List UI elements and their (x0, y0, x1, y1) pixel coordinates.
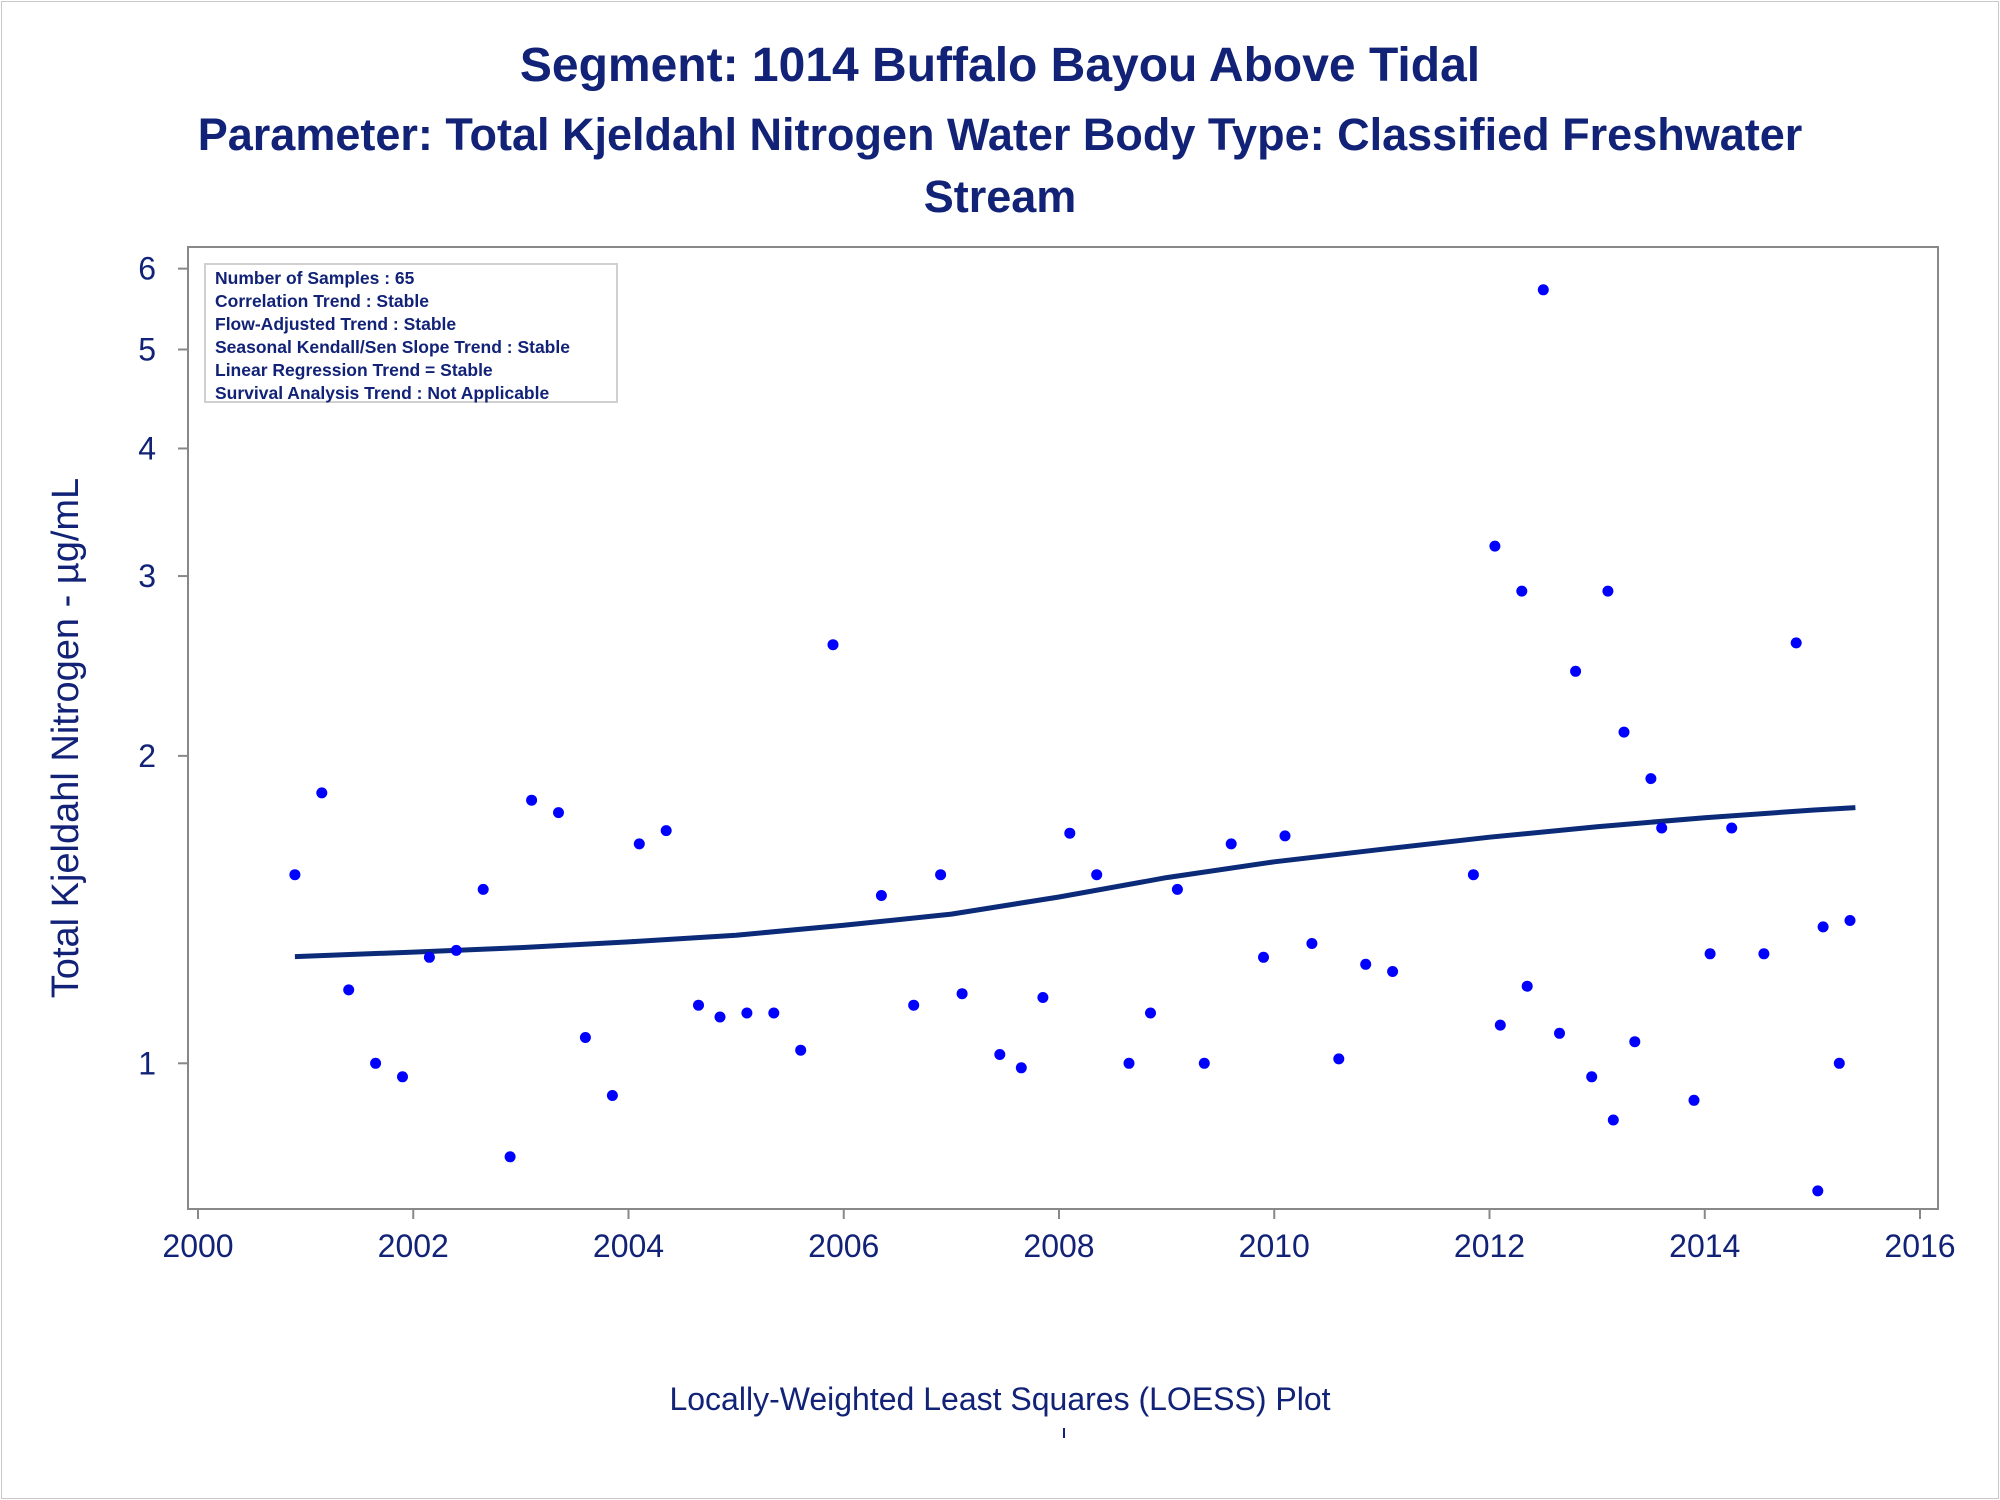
data-point (1629, 1036, 1641, 1048)
x-tick-label-2000: 2000 (162, 1228, 233, 1264)
x-tick-label-2006: 2006 (808, 1228, 879, 1264)
data-point (1258, 951, 1269, 963)
data-point (1817, 921, 1829, 933)
data-point (994, 1049, 1006, 1060)
x-tick-label-2016: 2016 (1884, 1228, 1955, 1264)
data-point (1489, 540, 1501, 552)
data-point (935, 869, 947, 881)
data-point (768, 1007, 780, 1019)
stats-survival-analysis-trend: Survival Analysis Trend : Not Applicable (215, 383, 550, 403)
data-point (526, 794, 538, 806)
x-tick-label-2012: 2012 (1454, 1228, 1525, 1264)
x-tick-label-2010: 2010 (1239, 1228, 1310, 1264)
plot-border (187, 246, 1939, 1210)
data-point (1833, 1057, 1845, 1069)
data-point (316, 787, 328, 799)
data-point (1618, 726, 1630, 738)
data-point (450, 944, 462, 956)
data-point (1171, 883, 1183, 895)
data-point (1360, 958, 1372, 970)
data-point (1306, 938, 1318, 949)
y-tick-label-6: 6 (138, 251, 156, 287)
data-point (795, 1044, 807, 1056)
stats-flow-adjusted-trend: Flow-Adjusted Trend : Stable (215, 314, 457, 334)
data-point (1844, 915, 1856, 926)
y-tick-label-2: 2 (138, 738, 156, 774)
stats-correlation-trend: Correlation Trend : Stable (215, 291, 429, 311)
data-point (1812, 1185, 1824, 1197)
x-tick-label-2004: 2004 (593, 1228, 664, 1264)
data-point (397, 1071, 408, 1083)
footnote-mark (1063, 1428, 1065, 1438)
data-point (1570, 665, 1582, 677)
y-tick-label-1: 1 (138, 1045, 156, 1081)
data-point (1198, 1057, 1210, 1069)
data-point (741, 1007, 753, 1019)
data-point (1091, 869, 1103, 881)
data-point (1015, 1062, 1027, 1074)
data-point (1521, 980, 1533, 992)
data-point (1645, 773, 1657, 785)
data-point (289, 869, 301, 881)
data-point (1607, 1114, 1619, 1126)
y-tick-label-3: 3 (138, 558, 156, 594)
data-point (1145, 1007, 1156, 1019)
chart-footnote: Locally-Weighted Least Squares (LOESS) P… (669, 1381, 1331, 1417)
data-point (370, 1057, 382, 1069)
data-point (1602, 585, 1614, 597)
stats-seasonal-kendall-trend: Seasonal Kendall/Sen Slope Trend : Stabl… (215, 337, 570, 357)
data-point (1064, 827, 1076, 839)
data-point (553, 807, 564, 819)
data-point (1656, 822, 1668, 834)
data-point (1467, 869, 1479, 881)
data-point (1387, 966, 1399, 977)
data-point (606, 1090, 618, 1101)
data-point (1537, 284, 1549, 296)
data-point (1790, 637, 1802, 649)
data-point (633, 838, 645, 850)
stats-sample-count: Number of Samples : 65 (215, 268, 415, 288)
data-point (1225, 838, 1237, 850)
plot-area: 2000 2002 2004 2006 2008 2010 2012 2014 2016 1 2 3 4… (45, 246, 1956, 1264)
data-point (423, 951, 435, 963)
x-tick-label-2014: 2014 (1669, 1228, 1740, 1264)
data-point (1037, 992, 1049, 1003)
data-point (1123, 1057, 1135, 1069)
data-point (1279, 830, 1291, 842)
data-point (714, 1011, 726, 1023)
data-point (693, 999, 704, 1011)
x-tick-label-2002: 2002 (378, 1228, 449, 1264)
data-point (1758, 948, 1770, 960)
y-tick-label-5: 5 (138, 332, 156, 368)
data-point (956, 988, 968, 1000)
y-tick-label-4: 4 (138, 430, 156, 466)
data-point (1333, 1053, 1345, 1065)
stats-box: Number of Samples : 65 Correlation Trend… (204, 263, 618, 403)
data-point (504, 1151, 516, 1163)
data-point (908, 999, 920, 1011)
data-point (660, 825, 672, 837)
data-point (827, 639, 839, 651)
data-point (1704, 948, 1716, 960)
loess-curve (294, 805, 1856, 960)
data-point (1586, 1071, 1598, 1083)
x-tick-label-2008: 2008 (1023, 1228, 1094, 1264)
data-point (1516, 585, 1528, 597)
data-point (477, 883, 489, 895)
data-point (1554, 1027, 1565, 1039)
data-point (579, 1032, 591, 1043)
data-point (1688, 1094, 1700, 1106)
data-point (875, 890, 887, 901)
data-point (1726, 822, 1738, 834)
chart-title: Segment: 1014 Buffalo Bayou Above Tidal (519, 39, 1481, 92)
stats-linear-regression-trend: Linear Regression Trend = Stable (215, 360, 493, 380)
data-point (343, 984, 355, 996)
chart-subtitle: Parameter: Total Kjeldahl Nitrogen Water… (197, 109, 1803, 222)
y-axis-label: Total Kjeldahl Nitrogen - µg/mL (45, 478, 87, 998)
data-point (1494, 1019, 1506, 1031)
